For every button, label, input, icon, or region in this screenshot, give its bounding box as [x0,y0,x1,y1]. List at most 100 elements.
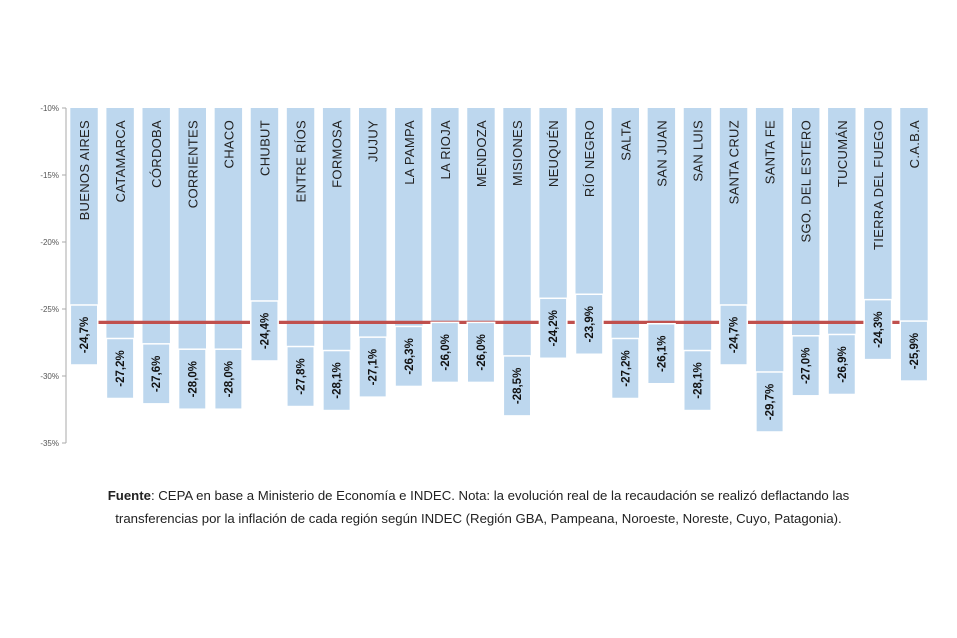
value-label-box [827,333,857,396]
value-label-box [610,337,640,400]
value-label-box [538,297,568,360]
value-label: -24,4% [259,313,271,349]
value-label-box [430,321,460,384]
value-label-box [249,300,279,362]
category-label: SALTA [618,120,633,161]
value-label-box [358,336,388,398]
bar [142,108,170,344]
value-label: -24,2% [548,310,560,346]
value-label: -24,3% [873,311,885,347]
bar [431,108,459,323]
value-label-box [682,349,712,412]
value-label: -26,1% [656,336,668,372]
value-label: -28,0% [187,361,199,397]
chart: -10% -15% -20% -25% -30% -35% -24,7% BUENOS AI… [40,104,929,448]
value-label-box [394,325,424,388]
category-label: CATAMARCA [113,120,128,202]
value-label-box [755,371,785,433]
value-label-box [213,348,243,410]
bar [683,108,712,351]
source-text: : CEPA en base a Ministerio de Economía … [150,488,850,503]
category-label: MENDOZA [474,120,489,187]
category-label: LA RIOJA [438,120,453,180]
value-label-box [899,320,929,382]
value-label-box [791,335,821,397]
value-label: -27,2% [115,350,127,386]
category-label: SANTA CRUZ [727,120,742,204]
bar [539,108,567,299]
value-label-box [646,322,676,385]
value-label-box [574,293,604,356]
category-label: TUCUMÁN [835,120,850,187]
category-label: SAN LUIS [690,120,705,182]
category-label: CHACO [221,120,236,168]
bar [611,108,640,339]
category-label: LA PAMPA [402,120,417,185]
category-label: NEUQUÉN [546,120,561,187]
y-tick-label: -15% [40,171,59,180]
value-label: -24,7% [729,317,741,353]
bar [106,108,134,339]
category-label: CHUBUT [257,120,272,176]
category-label: TIERRA DEL FUEGO [871,120,886,250]
value-label: -29,7% [765,384,777,420]
bar [178,108,207,350]
bar [828,108,856,335]
value-label: -27,6% [151,356,163,392]
bar [322,108,351,351]
category-label: RÍO NEGRO [582,120,597,197]
y-tick-label: -10% [40,104,59,113]
value-label-box [105,337,135,400]
value-label-box [502,355,532,417]
source-note-line-1: Fuente: CEPA en base a Ministerio de Eco… [0,484,957,507]
value-label-box [322,349,352,412]
y-tick-label: -25% [40,305,59,314]
category-label: SANTA FE [763,120,778,184]
bar [791,108,820,336]
category-label: CORRIENTES [185,120,200,208]
bar [286,108,315,347]
value-label: -27,2% [620,350,632,386]
bar [503,108,531,356]
bar-chart: -10% -15% -20% -25% -30% -35% -24,7% BUENOS AI… [40,104,929,448]
bar [719,108,748,305]
category-label: C.A.B.A [907,120,922,168]
value-label: -26,0% [476,334,488,370]
value-label-box [863,298,893,361]
value-label-box [286,345,316,408]
value-label: -25,9% [909,333,921,369]
value-label: -28,0% [223,361,235,397]
category-label: JUJUY [366,120,381,162]
value-label: -26,0% [440,334,452,370]
category-label: BUENOS AIRES [77,120,92,220]
bar [250,108,279,301]
value-label-box [719,304,749,366]
bar [755,108,784,372]
source-note-line-2: transferencias por la inflación de cada … [115,511,842,526]
bar [575,108,603,295]
value-label: -26,3% [404,338,416,374]
bar [70,108,98,305]
category-label: ENTRE RÍOS [294,120,309,202]
category-label: FORMOSA [330,120,345,188]
bar [214,108,243,350]
category-label: CÓRDOBA [149,120,164,188]
bar [900,108,928,322]
value-label-box [141,343,171,405]
bar [864,108,892,300]
source-note: Fuente: CEPA en base a Ministerio de Eco… [0,484,957,530]
value-label: -27,0% [801,348,813,384]
source-label: Fuente [107,488,151,503]
y-tick-label: -35% [40,439,59,448]
value-label: -28,1% [332,362,344,398]
value-label-box [69,304,99,366]
value-label: -28,1% [692,362,704,398]
category-label: MISIONES [510,120,525,186]
value-label: -27,8% [296,358,308,394]
y-tick-label: -20% [40,238,59,247]
bar [467,108,495,323]
value-label-box [177,348,207,410]
category-label: SAN JUAN [654,120,669,187]
value-label: -28,5% [512,368,524,404]
value-label-box [466,321,496,384]
